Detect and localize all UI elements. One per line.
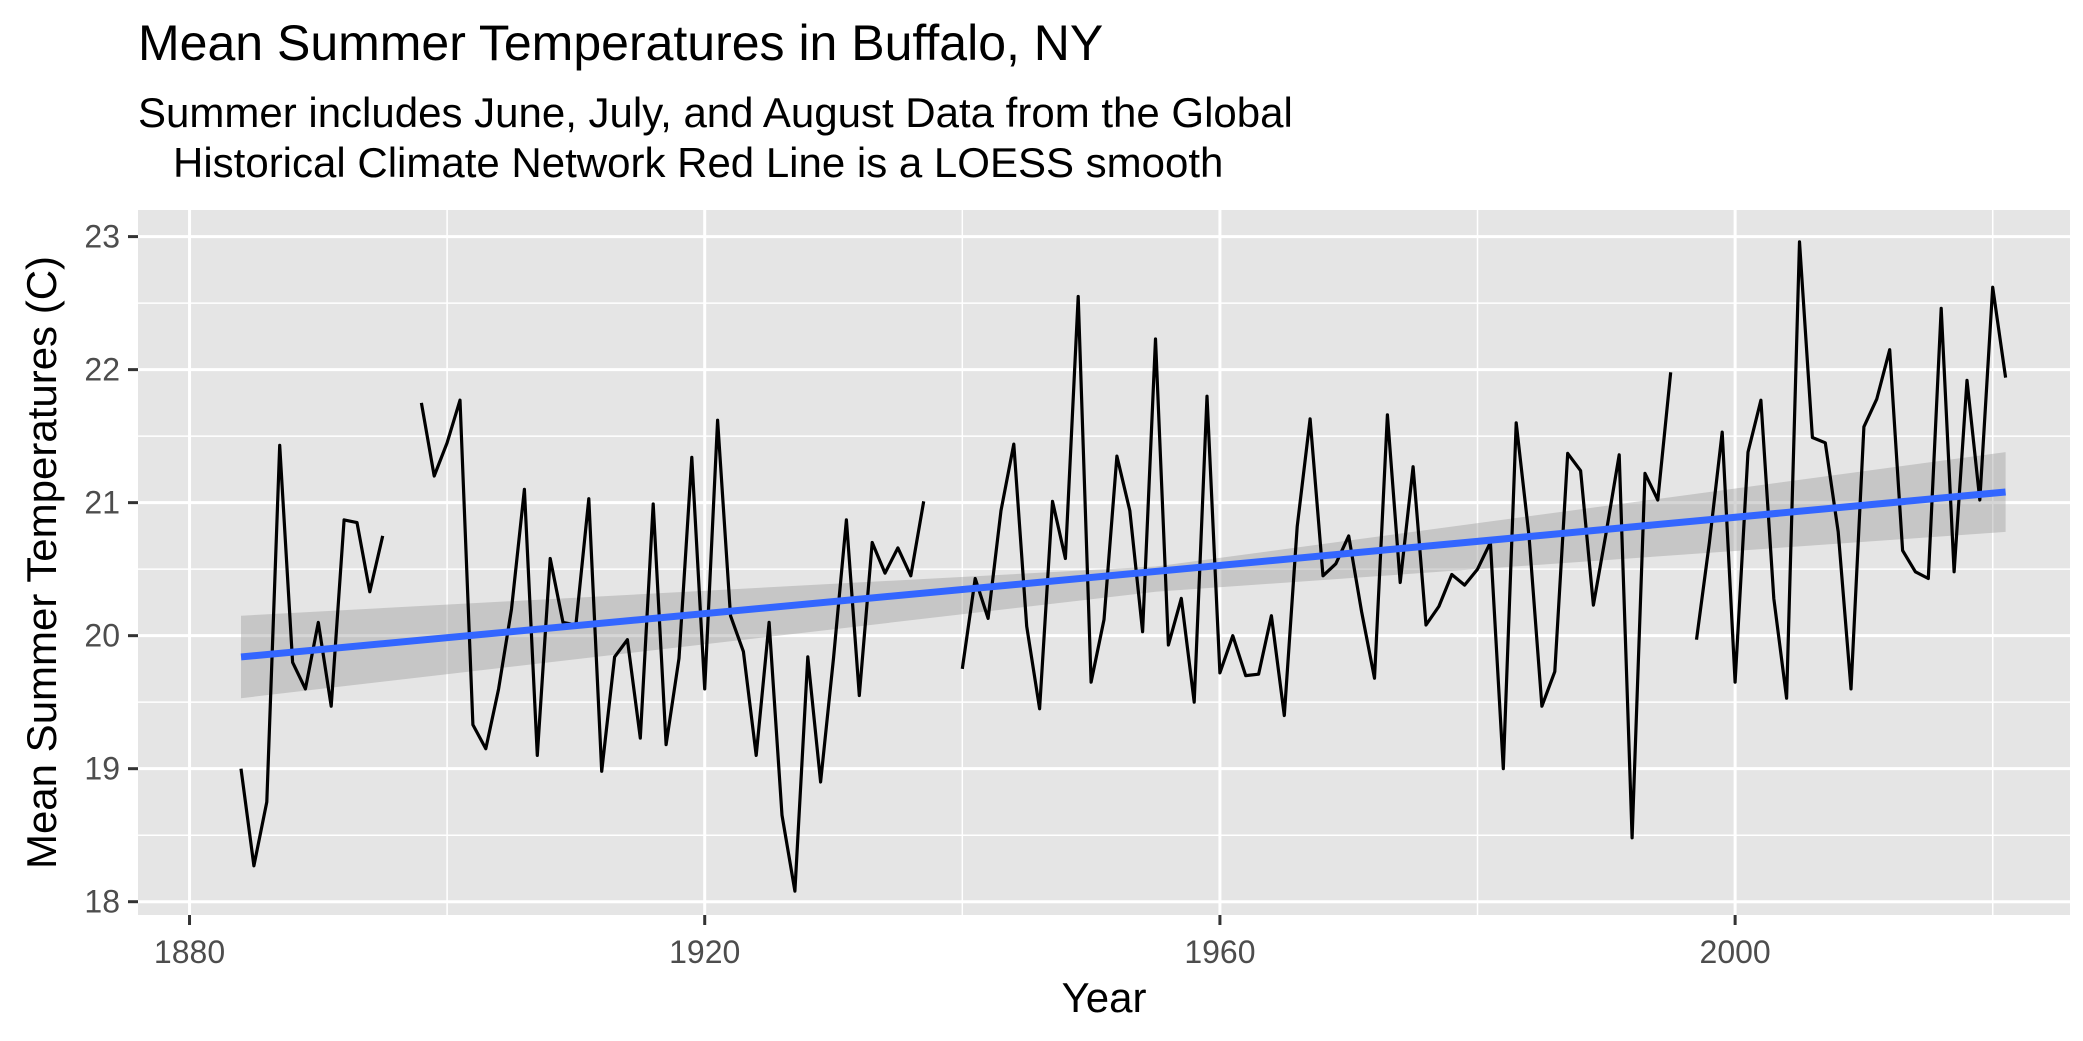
temperature-series xyxy=(239,240,2008,893)
series-segment xyxy=(419,398,926,893)
series-segment xyxy=(239,443,385,868)
y-tick-label: 20 xyxy=(84,618,120,654)
grid-minor xyxy=(138,210,2070,915)
x-axis-title: Year xyxy=(1062,974,1147,1021)
y-axis-title: Mean Summer Temperatures (C) xyxy=(18,256,65,869)
smooth-trend-line xyxy=(240,488,2006,661)
x-tick-label: 1920 xyxy=(669,934,740,970)
y-tick-label: 18 xyxy=(84,884,120,920)
x-axis: 1880 1920 1960 2000 xyxy=(154,915,1771,970)
series-segment xyxy=(1694,240,2008,700)
x-tick-label: 1960 xyxy=(1184,934,1255,970)
plot-panel xyxy=(138,210,2070,915)
chart-subtitle: Summer includes June, July, and August D… xyxy=(138,89,1293,186)
y-tick-label: 21 xyxy=(84,485,120,521)
y-tick-label: 23 xyxy=(84,219,120,255)
y-tick-label: 19 xyxy=(84,751,120,787)
y-axis: 18 19 20 21 22 23 xyxy=(84,219,138,920)
x-tick-label: 1880 xyxy=(154,934,225,970)
y-tick-label: 22 xyxy=(84,352,120,388)
x-tick-label: 2000 xyxy=(1700,934,1771,970)
chart-title: Mean Summer Temperatures in Buffalo, NY xyxy=(138,15,1104,71)
series-segment xyxy=(960,294,1673,840)
